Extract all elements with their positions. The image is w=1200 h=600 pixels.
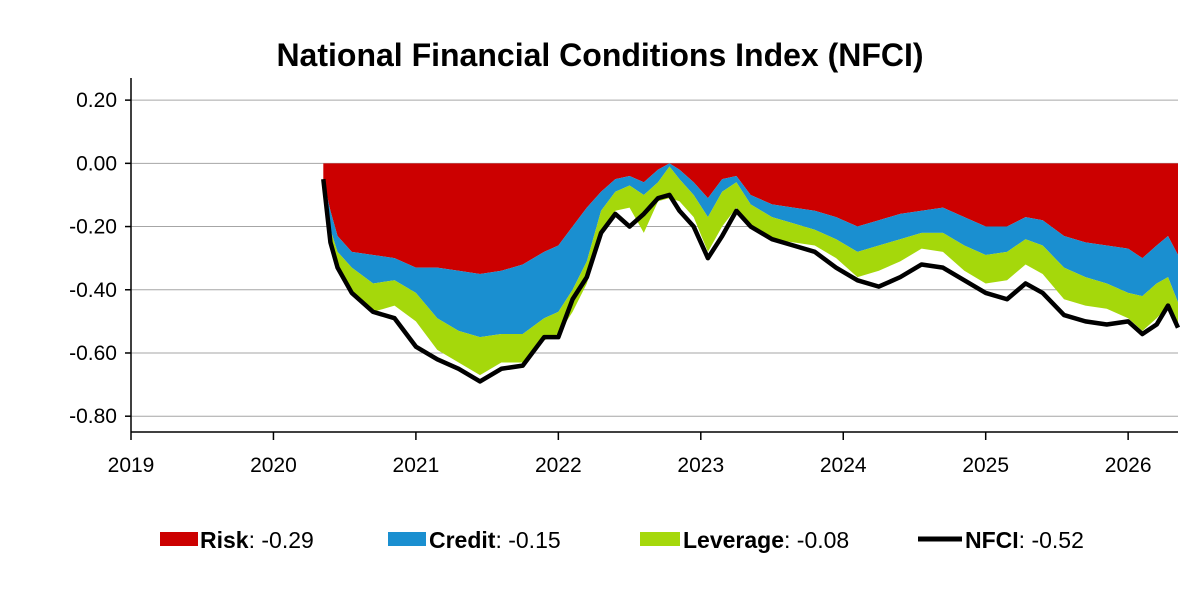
y-tick-label: 0.20 (76, 89, 117, 112)
area-risk (323, 163, 1178, 274)
svg-text:Risk: -0.29: Risk: -0.29 (200, 527, 314, 553)
legend-label-credit: Credit (429, 527, 496, 553)
nfci-line-layer (321, 178, 1181, 384)
legend-value-nfci: : -0.52 (1019, 527, 1084, 553)
legend-swatch-leverage (640, 532, 680, 546)
x-tick-label: 2026 (1105, 454, 1152, 477)
x-tick-label: 2020 (250, 454, 297, 477)
y-axis-ticks: 0.20 0.00 -0.20 -0.40 -0.60 -0.80 (69, 89, 131, 428)
x-tick-label: 2024 (820, 454, 867, 477)
legend-swatch-risk (160, 532, 198, 546)
x-tick-label: 2023 (677, 454, 724, 477)
legend-label-leverage: Leverage (683, 527, 784, 553)
legend-item-leverage: Leverage: -0.08 (640, 527, 849, 553)
y-tick-label: -0.40 (69, 279, 117, 302)
legend-value-risk: : -0.29 (249, 527, 314, 553)
y-tick-label: -0.20 (69, 216, 117, 239)
area-credit (323, 163, 1178, 338)
x-tick-label: 2019 (108, 454, 155, 477)
legend-value-leverage: : -0.08 (784, 527, 849, 553)
legend-label-risk: Risk (200, 527, 249, 553)
y-tick-label: -0.60 (69, 342, 117, 365)
legend-item-risk: Risk: -0.29 (160, 527, 314, 553)
gridlines (131, 99, 1178, 417)
y-tick-label: -0.80 (69, 405, 117, 428)
x-tick-label: 2025 (962, 454, 1009, 477)
x-axis-ticks: 2019 2020 2021 2022 2023 2024 2025 2026 (108, 432, 1152, 477)
svg-text:Credit: -0.15: Credit: -0.15 (429, 527, 561, 553)
y-tick-label: 0.00 (76, 152, 117, 175)
legend-swatch-credit (388, 532, 426, 546)
legend-item-credit: Credit: -0.15 (388, 527, 561, 553)
svg-text:Leverage: -0.08: Leverage: -0.08 (683, 527, 849, 553)
x-tick-label: 2021 (393, 454, 440, 477)
chart-title: National Financial Conditions Index (NFC… (276, 37, 923, 73)
legend-item-nfci: NFCI: -0.52 (918, 527, 1084, 553)
axes (130, 78, 1178, 433)
legend-value-credit: : -0.15 (495, 527, 560, 553)
area-leverage (323, 166, 1178, 376)
stacked-areas (323, 163, 1178, 376)
legend-label-nfci: NFCI (965, 527, 1019, 553)
legend: Risk: -0.29 Credit: -0.15 Leverage: -0.0… (160, 527, 1084, 553)
svg-text:NFCI: -0.52: NFCI: -0.52 (965, 527, 1084, 553)
x-tick-label: 2022 (535, 454, 582, 477)
line-nfci (321, 178, 1181, 384)
